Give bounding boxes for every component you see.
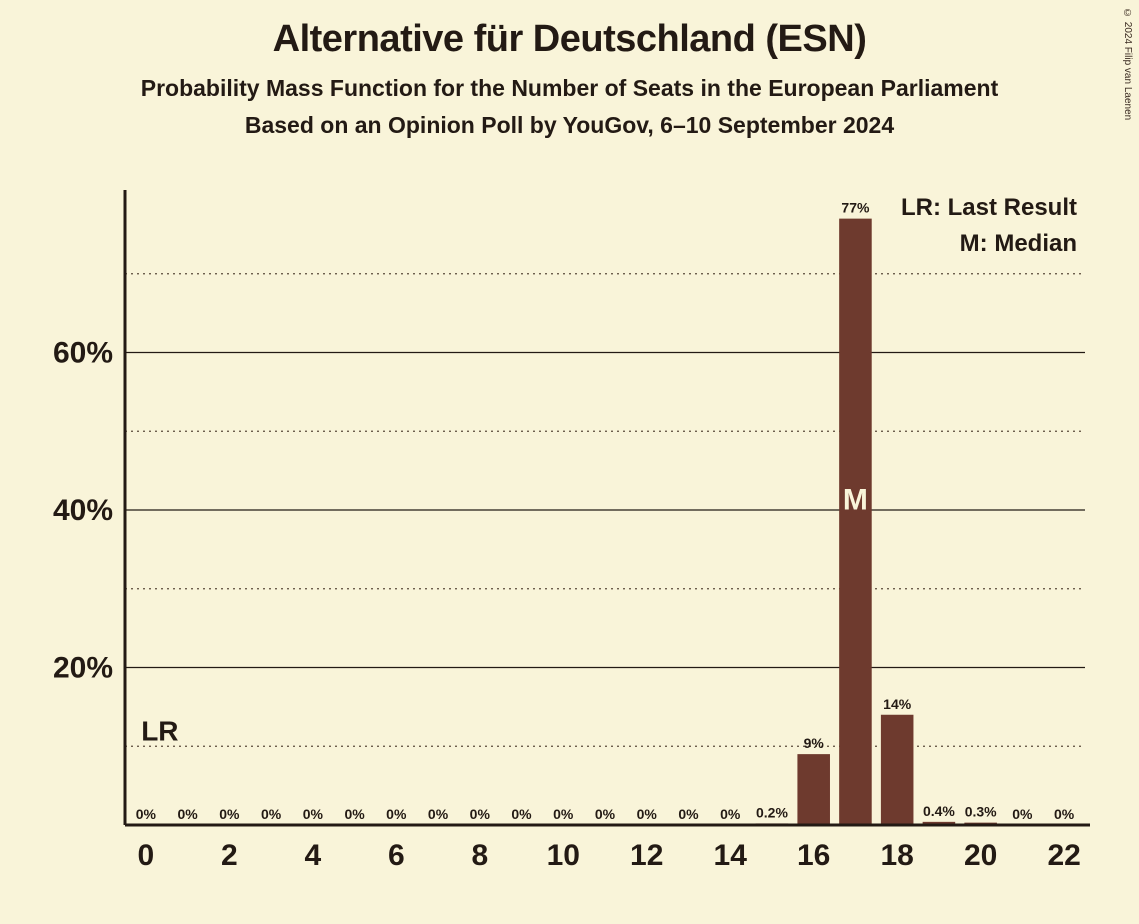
x-tick-label: 0 xyxy=(138,839,155,872)
bar-value-label: 0% xyxy=(470,806,491,822)
bar-value-label: 0% xyxy=(1012,806,1033,822)
bar-value-label: 0.4% xyxy=(923,803,955,819)
bar-value-label: 0.3% xyxy=(965,804,997,820)
bar-value-label: 0% xyxy=(553,806,574,822)
chart-subtitle-2: Based on an Opinion Poll by YouGov, 6–10… xyxy=(0,112,1139,139)
x-tick-label: 6 xyxy=(388,839,405,872)
y-tick-label: 20% xyxy=(53,652,113,685)
y-tick-label: 60% xyxy=(53,337,113,370)
bar xyxy=(797,754,830,825)
median-marker: M xyxy=(843,484,868,517)
legend-lr: LR: Last Result xyxy=(901,194,1077,221)
legend-m: M: Median xyxy=(960,230,1077,257)
titles-block: Alternative für Deutschland (ESN) Probab… xyxy=(0,0,1139,139)
bar-value-label: 77% xyxy=(841,200,870,216)
last-result-marker: LR xyxy=(141,715,178,746)
x-tick-label: 4 xyxy=(304,839,321,872)
x-tick-label: 16 xyxy=(797,839,830,872)
pmf-bar-chart: 20%40%60%0%0%0%0%0%0%0%0%0%0%0%0%0%0%0%0… xyxy=(45,185,1105,885)
bar-value-label: 0% xyxy=(344,806,365,822)
y-tick-label: 40% xyxy=(53,494,113,527)
bar-value-label: 0% xyxy=(678,806,699,822)
bar-value-label: 0% xyxy=(428,806,449,822)
bar-value-label: 0% xyxy=(261,806,282,822)
copyright-text: © 2024 Filip van Laenen xyxy=(1122,8,1133,120)
x-tick-label: 2 xyxy=(221,839,238,872)
x-tick-label: 8 xyxy=(471,839,488,872)
bar xyxy=(839,219,872,825)
x-tick-label: 22 xyxy=(1047,839,1080,872)
bar-value-label: 0% xyxy=(386,806,407,822)
bar-value-label: 0% xyxy=(303,806,324,822)
bar xyxy=(881,715,914,825)
bar-value-label: 0% xyxy=(177,806,198,822)
x-tick-label: 12 xyxy=(630,839,663,872)
bar-value-label: 0% xyxy=(511,806,532,822)
bar-value-label: 0.2% xyxy=(756,804,788,820)
x-tick-label: 14 xyxy=(714,839,748,872)
bar-value-label: 0% xyxy=(637,806,658,822)
chart-container: 20%40%60%0%0%0%0%0%0%0%0%0%0%0%0%0%0%0%0… xyxy=(45,185,1105,885)
x-tick-label: 18 xyxy=(880,839,913,872)
chart-subtitle-1: Probability Mass Function for the Number… xyxy=(0,75,1139,102)
bar-value-label: 0% xyxy=(1054,806,1075,822)
bar-value-label: 0% xyxy=(219,806,240,822)
x-tick-label: 10 xyxy=(547,839,580,872)
bar-value-label: 9% xyxy=(804,735,825,751)
bar-value-label: 0% xyxy=(595,806,616,822)
bar-value-label: 0% xyxy=(720,806,741,822)
x-tick-label: 20 xyxy=(964,839,997,872)
chart-title: Alternative für Deutschland (ESN) xyxy=(0,18,1139,61)
bar-value-label: 0% xyxy=(136,806,157,822)
bar-value-label: 14% xyxy=(883,696,912,712)
